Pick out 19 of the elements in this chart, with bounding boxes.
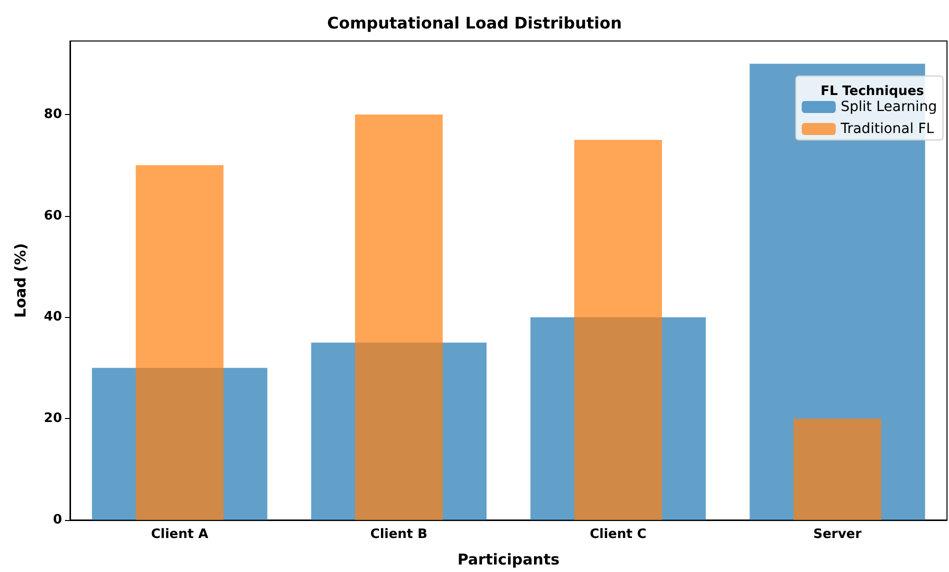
x-tick-label: Client C — [590, 527, 647, 542]
chart-title: Computational Load Distribution — [327, 14, 622, 32]
legend-label: Traditional FL — [840, 121, 934, 137]
y-tick-label: 80 — [44, 106, 62, 122]
bar — [574, 140, 662, 520]
y-tick-label: 0 — [52, 512, 62, 528]
x-tick-label: Client A — [150, 527, 208, 542]
x-axis-title: Participants — [457, 550, 560, 568]
bar — [136, 165, 224, 520]
legend-label: Split Learning — [840, 99, 938, 115]
x-tick-label: Server — [813, 527, 862, 542]
bar — [355, 114, 443, 520]
y-tick-label: 40 — [44, 310, 62, 325]
legend-title: FL Techniques — [820, 84, 924, 99]
bar — [794, 418, 882, 520]
y-tick-label: 60 — [44, 208, 62, 224]
y-tick-label: 20 — [44, 411, 62, 426]
x-tick-label: Client B — [370, 527, 428, 542]
y-axis-title: Load (%) — [12, 243, 30, 318]
